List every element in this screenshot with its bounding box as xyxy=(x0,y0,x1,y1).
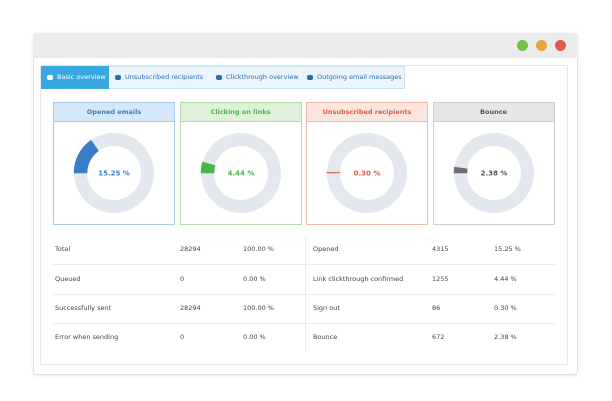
window-button[interactable] xyxy=(517,40,528,51)
tab[interactable]: Outgoing email messages xyxy=(317,73,402,81)
table-cell: 1255 xyxy=(432,275,449,283)
row-separator xyxy=(53,294,555,295)
donut-segment xyxy=(326,171,341,174)
card: Bounce 2.38 % xyxy=(432,102,555,225)
table-cell: 0.00 % xyxy=(243,275,266,283)
table-cell: 100.00 % xyxy=(243,245,274,253)
window-button[interactable] xyxy=(555,40,566,51)
donut-segment xyxy=(73,139,99,174)
table-cell: 4315 xyxy=(432,245,449,253)
donut: 4.44 % xyxy=(200,133,281,213)
window-button[interactable] xyxy=(536,40,547,51)
donut-label: 0.30 % xyxy=(354,170,381,178)
row-separator xyxy=(53,264,555,265)
donut-segment xyxy=(200,161,215,174)
tab-icon xyxy=(307,75,313,80)
row-separator xyxy=(53,323,555,324)
table-cell: Bounce xyxy=(313,333,338,341)
tab[interactable]: Basic overview xyxy=(41,66,109,89)
donut: 0.30 % xyxy=(326,133,407,213)
card-title: Unsubscribed recipients xyxy=(307,103,427,122)
table-cell: 0 xyxy=(180,333,185,341)
table-cell: 28294 xyxy=(180,245,201,253)
card-title: Opened emails xyxy=(54,103,174,122)
donut: 15.25 % xyxy=(73,133,154,213)
donut: 2.38 % xyxy=(453,133,534,213)
table-cell: 2.38 % xyxy=(494,333,517,341)
tab-icon xyxy=(115,75,121,80)
tab[interactable]: Unsubscribed recipients xyxy=(125,73,204,81)
title-bar xyxy=(33,33,578,58)
table-cell: Link clickthrough confirmed xyxy=(313,275,404,283)
donut-label: 2.38 % xyxy=(480,170,507,178)
table-cell: Sign out xyxy=(313,304,340,312)
card-title: Bounce xyxy=(433,103,554,122)
table-cell: Error when sending xyxy=(55,333,119,341)
card: Clicking on links 4.44 % xyxy=(179,102,302,225)
panel xyxy=(40,65,568,365)
table-cell: 100.00 % xyxy=(243,304,274,312)
table-cell: Successfully sent xyxy=(55,304,112,312)
card: Unsubscribed recipients 0.30 % xyxy=(306,102,428,225)
table-cell: Total xyxy=(55,245,71,253)
card: Opened emails 15.25 % xyxy=(53,102,175,225)
table-cell: 4.44 % xyxy=(494,275,517,283)
table-cell: Opened xyxy=(313,245,339,253)
table-cell: 15.25 % xyxy=(494,245,521,253)
table-cell: 0.00 % xyxy=(243,333,266,341)
donut-segment xyxy=(453,166,468,174)
table-cell: 0.30 % xyxy=(494,304,517,312)
table-cell: Queued xyxy=(55,275,81,283)
card-title: Clicking on links xyxy=(180,103,301,122)
table-cell: 28294 xyxy=(180,304,201,312)
donut-label: 4.44 % xyxy=(227,170,254,178)
tab[interactable]: Clickthrough overview xyxy=(226,73,299,81)
tab-icon xyxy=(47,75,53,80)
tab-icon xyxy=(216,75,222,80)
table-cell: 0 xyxy=(180,275,185,283)
donut-label: 15.25 % xyxy=(98,170,130,178)
table-cell: 672 xyxy=(432,333,445,341)
table-cell: 86 xyxy=(432,304,441,312)
